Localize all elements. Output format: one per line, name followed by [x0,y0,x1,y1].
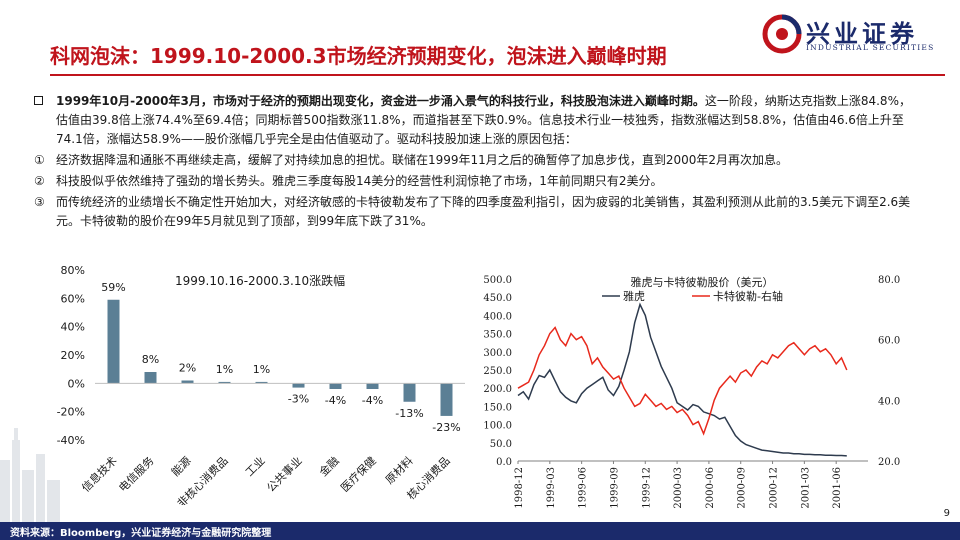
x-tick-label: 1999-06 [578,467,589,509]
bar-5 [292,383,305,388]
point-1: ① 经济数据降温和通胀不再继续走高，缓解了对持续加息的担忧。联储在1999年11… [34,151,919,170]
left-axis-tick-label: 400.0 [483,311,512,322]
bar-value-label: -3% [288,393,309,406]
point-2-marker: ② [34,174,45,188]
bar-y-tick-label: -40% [57,434,85,447]
page-number: 9 [943,508,950,519]
bar-y-tick-label: 80% [61,264,85,277]
point-1-marker: ① [34,153,45,167]
bar-category-label: 电信服务 [116,454,156,494]
left-axis-tick-label: 100.0 [483,421,512,432]
bar-1 [144,372,157,384]
skyline-watermark-icon [0,428,60,522]
sector-return-bar-chart: 1999.10.16-2000.3.10涨跌幅 80% 60% 40% 20% 0% -20… [57,264,465,505]
bar-0 [107,299,120,384]
point-3-marker: ③ [34,195,45,209]
bar-y-tick-label: 0% [68,377,85,390]
x-tick-label: 1999-09 [609,467,620,509]
bar-value-label: -4% [325,394,346,407]
bar-value-label: 8% [142,353,159,366]
bar-y-tick-label: -20% [57,406,85,419]
x-tick-label: 1999-03 [546,467,557,509]
point-1-text: 经济数据降温和通胀不再继续走高，缓解了对持续加息的担忧。联储在1999年11月之… [56,153,788,167]
bar-value-label: -13% [395,407,423,420]
left-axis-tick-label: 450.0 [483,293,512,304]
left-axis-tick-label: 250.0 [483,366,512,377]
left-axis-tick-label: 150.0 [483,402,512,413]
bar-category-label: 医疗保健 [338,454,379,495]
yahoo-caterpillar-line-chart: 雅虎与卡特彼勒股价（美元） 0.0 50.0 100.0 150.0 200.0 250.0… [483,275,900,509]
x-tick-label: 1999-12 [641,467,652,509]
bar-2 [181,380,194,384]
legend-label-caterpillar: 卡特彼勒-右轴 [713,289,783,303]
left-axis-tick-label: 50.0 [490,439,512,450]
intro-bold: 1999年10月-2000年3月，市场对于经济的预期出现变化，资金进一步涌入景气… [56,94,705,108]
intro-rest: 这一阶段，纳斯达克指数上涨84.8%，估值由39.8倍上涨74.4%至69.4倍… [56,94,911,146]
right-axis-tick-label: 80.0 [878,275,900,286]
bar-chart-title: 1999.10.16-2000.3.10涨跌幅 [175,273,345,288]
company-logo: 兴业证券 INDUSTRIAL SECURITIES [762,10,952,58]
logo-chinese-name: 兴业证券 [806,19,918,48]
line-chart-title: 雅虎与卡特彼勒股价（美元） [631,275,774,289]
x-tick-label: 2001-06 [832,467,843,509]
x-tick-label: 2000-03 [673,467,684,509]
left-axis-tick-label: 500.0 [483,275,512,286]
bar-6 [329,383,342,389]
bar-value-label: 2% [179,362,196,375]
bar-value-label: -4% [362,394,383,407]
square-bullet-icon [34,92,43,111]
bar-value-label: 59% [101,281,125,294]
bar-category-label: 金融 [316,454,341,479]
left-axis-tick-label: 200.0 [483,384,512,395]
point-2-text: 科技股似乎依然维持了强劲的增长势头。雅虎三季度每股14美分的经营性利润惊艳了市场… [56,174,663,188]
logo-mark-icon [762,14,802,54]
right-axis-tick-label: 60.0 [878,336,900,347]
body-text: 1999年10月-2000年3月，市场对于经济的预期出现变化，资金进一步涌入景气… [34,92,919,231]
x-tick-label: 2000-09 [737,467,748,509]
bar-y-tick-label: 20% [61,349,85,362]
intro-paragraph: 1999年10月-2000年3月，市场对于经济的预期出现变化，资金进一步涌入景气… [34,92,919,149]
bar-category-label: 原材料 [382,454,415,487]
left-axis-tick-label: 0.0 [496,457,512,468]
right-axis-tick-label: 40.0 [878,396,900,407]
source-bar: 资料来源：Bloomberg，兴业证券经济与金融研究院整理 [0,522,960,540]
bar-4 [255,381,268,384]
source-text: 资料来源：Bloomberg，兴业证券经济与金融研究院整理 [10,528,272,539]
x-tick-label: 2000-12 [769,467,780,509]
series-line-caterpillar [517,326,848,436]
series-line-yahoo [517,302,847,457]
bar-7 [366,383,379,389]
bar-y-tick-label: 60% [61,292,85,305]
title-underline [50,74,945,76]
x-tick-label: 2000-06 [705,467,716,509]
point-2: ② 科技股似乎依然维持了强劲的增长势头。雅虎三季度每股14美分的经营性利润惊艳了… [34,172,919,191]
left-axis-tick-label: 350.0 [483,330,512,341]
bar-8 [403,383,416,402]
left-axis-tick-label: 300.0 [483,348,512,359]
legend-label-yahoo: 雅虎 [623,289,645,303]
x-tick-label: 2001-03 [800,467,811,509]
bar-value-label: 1% [253,363,270,376]
page-title: 科网泡沫：1999.10-2000.3市场经济预期变化，泡沫进入巅峰时期 [50,44,667,68]
x-tick-label: 1998-12 [514,467,525,509]
point-3-text: 而传统经济的业绩增长不确定性开始加大，对经济敏感的卡特彼勒发布了下降的四季度盈利… [56,195,911,228]
bar-value-label: 1% [216,363,233,376]
bar-category-label: 工业 [243,454,268,479]
bar-category-label: 能源 [168,454,193,479]
bar-category-label: 信息技术 [79,454,120,495]
bar-9 [440,383,453,416]
point-3: ③ 而传统经济的业绩增长不确定性开始加大，对经济敏感的卡特彼勒发布了下降的四季度… [34,193,919,231]
bar-category-label: 公共事业 [264,454,304,494]
logo-english-name: INDUSTRIAL SECURITIES [806,43,935,52]
bar-3 [218,381,231,384]
right-axis-tick-label: 20.0 [878,457,900,468]
bar-y-tick-label: 40% [61,321,85,334]
bar-value-label: -23% [432,421,460,434]
